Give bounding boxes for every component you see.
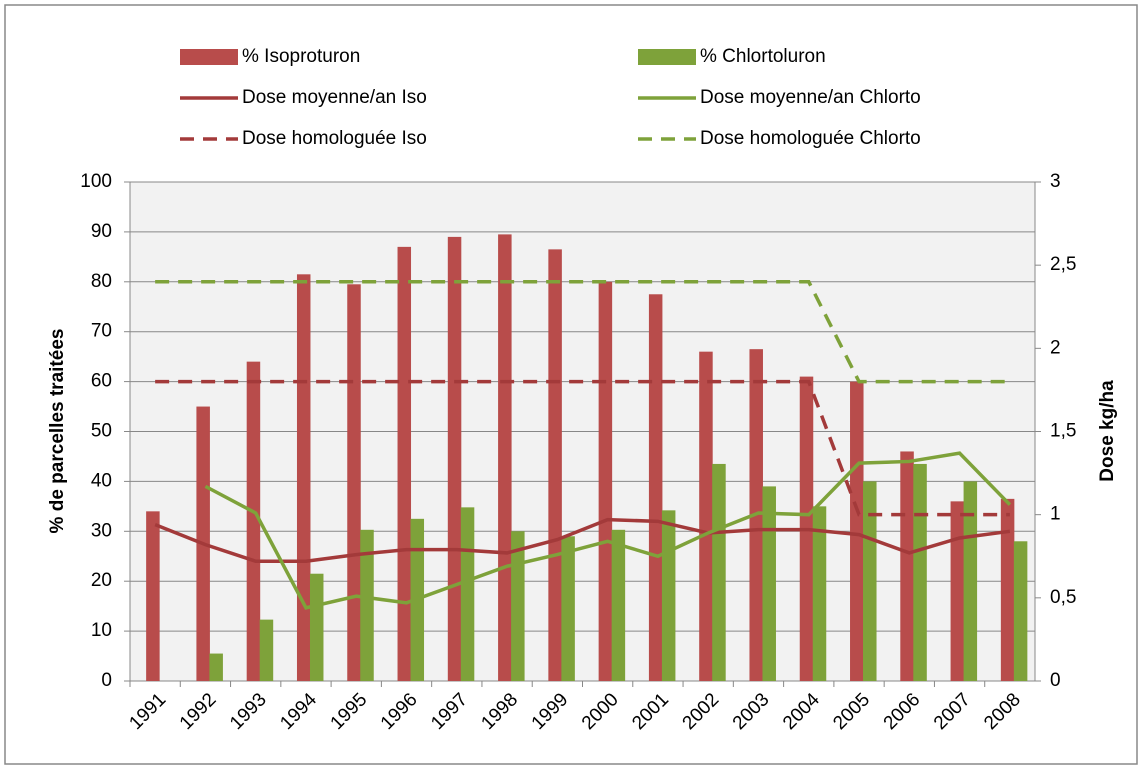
y-tick-label: 60 xyxy=(91,371,112,392)
bar xyxy=(762,486,776,681)
legend-swatch xyxy=(180,49,238,65)
y2-axis-title: Dose kg/ha xyxy=(1097,380,1118,482)
y-tick-label: 10 xyxy=(91,620,112,641)
y-tick-label: 0 xyxy=(101,670,112,691)
y2-tick-label: 1,5 xyxy=(1050,421,1076,442)
bar xyxy=(611,529,626,681)
y2-tick-label: 2,5 xyxy=(1050,254,1076,275)
y-tick-label: 90 xyxy=(91,221,112,242)
bar xyxy=(598,281,613,681)
legend-label: % Chlortoluron xyxy=(700,46,826,67)
bar xyxy=(511,531,525,681)
y-tick-label: 70 xyxy=(91,321,112,342)
bar xyxy=(259,619,274,681)
bar xyxy=(498,234,512,681)
bar xyxy=(309,573,324,681)
y2-tick-label: 2 xyxy=(1050,337,1061,358)
bar xyxy=(561,536,575,681)
legend-label: Dose homologuée Iso xyxy=(242,128,427,149)
y-tick-label: 100 xyxy=(80,171,112,192)
bar xyxy=(1013,541,1028,681)
y-tick-label: 20 xyxy=(91,570,112,591)
bar xyxy=(1000,498,1015,681)
line xyxy=(204,451,1012,610)
bar xyxy=(296,274,311,681)
bar xyxy=(460,507,475,681)
dashed-line xyxy=(155,280,1010,384)
y-tick-label: 30 xyxy=(91,520,112,541)
legend-label: Dose moyenne/an Iso xyxy=(242,87,427,108)
y2-tick-label: 0 xyxy=(1050,670,1061,691)
dashed-line xyxy=(155,379,1010,517)
legend-label: Dose moyenne/an Chlorto xyxy=(700,87,921,108)
line xyxy=(154,517,1011,563)
y-tick-label: 80 xyxy=(91,271,112,292)
bar xyxy=(963,481,978,681)
bar xyxy=(812,506,827,681)
bar xyxy=(661,510,676,681)
bar xyxy=(246,361,261,681)
y-axis-title: % de parcelles traitées xyxy=(47,329,68,534)
bar xyxy=(209,653,223,681)
bar xyxy=(447,236,462,681)
y2-tick-label: 3 xyxy=(1050,171,1061,192)
bar xyxy=(699,351,713,681)
legend-label: Dose homologuée Chlorto xyxy=(700,128,921,149)
bar xyxy=(850,381,864,681)
bar xyxy=(146,511,160,681)
bar xyxy=(712,463,726,681)
bar xyxy=(548,249,562,682)
legend-label: % Isoproturon xyxy=(242,46,360,67)
bar xyxy=(648,294,663,681)
y2-tick-label: 1 xyxy=(1050,504,1061,525)
y2-tick-label: 0,5 xyxy=(1050,587,1076,608)
bar xyxy=(913,463,927,681)
bar xyxy=(950,501,965,681)
bar xyxy=(347,284,361,681)
y-tick-label: 40 xyxy=(91,470,112,491)
bar xyxy=(863,481,877,681)
bar xyxy=(397,246,412,681)
legend-swatch xyxy=(638,49,696,65)
y-tick-label: 50 xyxy=(91,421,112,442)
bar xyxy=(360,529,374,681)
bar xyxy=(900,451,914,681)
